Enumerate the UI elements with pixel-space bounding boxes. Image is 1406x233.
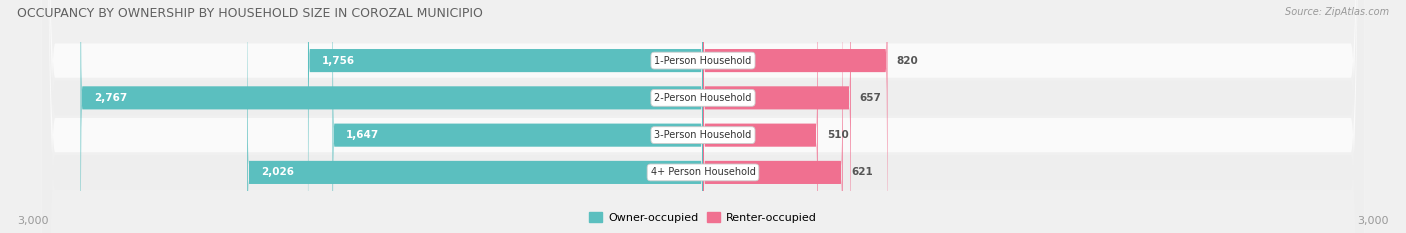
Text: 657: 657 [860,93,882,103]
FancyBboxPatch shape [308,0,703,233]
Text: 1-Person Household: 1-Person Household [654,56,752,65]
FancyBboxPatch shape [247,0,703,233]
FancyBboxPatch shape [42,0,1364,233]
Text: 2,026: 2,026 [260,168,294,177]
Text: 1,647: 1,647 [346,130,380,140]
FancyBboxPatch shape [42,0,1364,233]
FancyBboxPatch shape [703,0,851,233]
FancyBboxPatch shape [332,0,703,233]
Text: 621: 621 [852,168,873,177]
Text: 2-Person Household: 2-Person Household [654,93,752,103]
Text: 510: 510 [827,130,848,140]
Text: 1,756: 1,756 [322,56,354,65]
FancyBboxPatch shape [80,0,703,233]
Text: 3-Person Household: 3-Person Household [654,130,752,140]
Text: OCCUPANCY BY OWNERSHIP BY HOUSEHOLD SIZE IN COROZAL MUNICIPIO: OCCUPANCY BY OWNERSHIP BY HOUSEHOLD SIZE… [17,7,482,20]
Text: 2,767: 2,767 [94,93,128,103]
Text: 820: 820 [897,56,918,65]
Text: 3,000: 3,000 [1358,216,1389,226]
Text: 3,000: 3,000 [17,216,48,226]
FancyBboxPatch shape [42,0,1364,233]
FancyBboxPatch shape [703,0,887,233]
FancyBboxPatch shape [703,0,842,233]
Text: 4+ Person Household: 4+ Person Household [651,168,755,177]
FancyBboxPatch shape [42,0,1364,233]
Legend: Owner-occupied, Renter-occupied: Owner-occupied, Renter-occupied [586,210,820,225]
Text: Source: ZipAtlas.com: Source: ZipAtlas.com [1285,7,1389,17]
FancyBboxPatch shape [703,0,818,233]
